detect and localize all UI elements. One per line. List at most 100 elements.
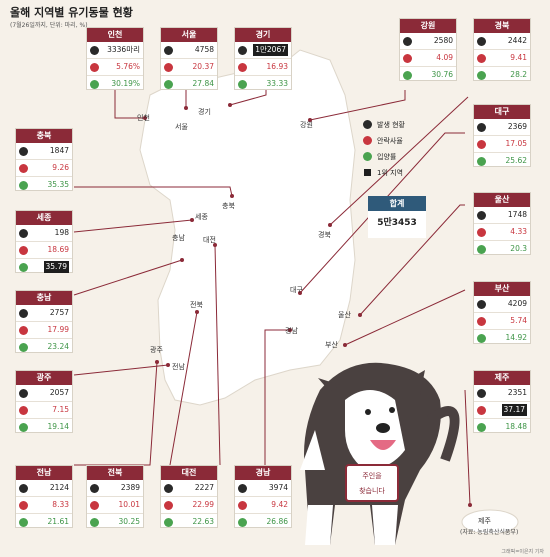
dog-icon <box>477 157 486 166</box>
region-adoption-row: 35.35 <box>16 177 72 193</box>
region-euthanasia-value: 10.01 <box>118 500 140 509</box>
region-adoption-value: 27.84 <box>192 79 214 88</box>
region-euthanasia-value: 17.05 <box>505 139 527 148</box>
region-adoption-row: 22.63 <box>161 514 217 530</box>
region-occurrence-value: 2580 <box>433 36 453 45</box>
map-label-chungbuk: 충북 <box>222 202 235 210</box>
region-euthanasia-row: 9.42 <box>235 497 291 514</box>
region-name: 울산 <box>474 193 530 207</box>
region-adoption-value: 26.86 <box>266 517 288 526</box>
region-euthanasia-value: 9.26 <box>52 163 69 172</box>
region-adoption-value: 35.79 <box>43 261 69 273</box>
region-name: 제주 <box>474 371 530 385</box>
region-occurrence-row: 2227 <box>161 480 217 497</box>
region-occurrence-row: 4758 <box>161 42 217 59</box>
region-name: 세종 <box>16 211 72 225</box>
page-title: 올해 지역별 유기동물 현황 <box>10 6 133 19</box>
dog-icon <box>238 501 247 510</box>
region-euthanasia-row: 7.15 <box>16 402 72 419</box>
region-euthanasia-row: 4.09 <box>400 50 456 67</box>
map-label-seoul: 서울 <box>175 123 188 131</box>
dog-icon <box>477 300 486 309</box>
region-card: 서울 4758 20.37 27.84 <box>160 27 218 90</box>
region-card: 경기 1만2067 16.93 33.33 <box>234 27 292 90</box>
region-occurrence-value: 2351 <box>507 388 527 397</box>
region-adoption-row: 30.25 <box>87 514 143 530</box>
dog-icon <box>238 46 247 55</box>
region-card: 경남 3974 9.42 26.86 <box>234 465 292 528</box>
region-adoption-value: 30.25 <box>118 517 140 526</box>
region-name: 광주 <box>16 371 72 385</box>
region-adoption-value: 22.63 <box>192 517 214 526</box>
dog-icon <box>90 484 99 493</box>
region-adoption-row: 26.86 <box>235 514 291 530</box>
region-card: 강원 2580 4.09 30.76 <box>399 18 457 81</box>
credit: 그래픽=이은지 기자 <box>501 549 544 555</box>
dog-icon <box>90 63 99 72</box>
map-label-incheon: 인천 <box>137 114 150 122</box>
dog-icon <box>477 389 486 398</box>
dog-icon <box>363 152 372 161</box>
dog-icon <box>477 54 486 63</box>
region-card: 대전 2227 22.99 22.63 <box>160 465 218 528</box>
region-euthanasia-row: 18.69 <box>16 242 72 259</box>
region-adoption-value: 30.19% <box>111 79 140 88</box>
dog-icon <box>164 518 173 527</box>
dog-icon <box>477 334 486 343</box>
dog-icon <box>403 37 412 46</box>
region-occurrence-value: 2057 <box>49 388 69 397</box>
region-adoption-row: 19.14 <box>16 419 72 435</box>
region-adoption-value: 14.92 <box>505 333 527 342</box>
region-euthanasia-value: 7.15 <box>52 405 69 414</box>
dog-icon <box>90 518 99 527</box>
dog-icon <box>403 71 412 80</box>
region-occurrence-row: 2369 <box>474 119 530 136</box>
region-adoption-row: 23.24 <box>16 339 72 355</box>
region-name: 전남 <box>16 466 72 480</box>
region-euthanasia-value: 17.99 <box>47 325 69 334</box>
region-occurrence-row: 4209 <box>474 296 530 313</box>
region-euthanasia-row: 20.37 <box>161 59 217 76</box>
map-label-gyeongnam: 경남 <box>285 327 298 335</box>
region-card: 전남 2124 8.33 21.61 <box>15 465 73 528</box>
region-euthanasia-row: 8.33 <box>16 497 72 514</box>
region-name: 경남 <box>235 466 291 480</box>
region-euthanasia-row: 17.05 <box>474 136 530 153</box>
region-adoption-row: 35.79 <box>16 259 72 275</box>
map-label-gangwon: 강원 <box>300 121 313 129</box>
dog-icon <box>403 54 412 63</box>
dog-icon <box>19 389 28 398</box>
region-card: 인천 3336마리 5.76% 30.19% <box>86 27 144 90</box>
region-name: 강원 <box>400 19 456 33</box>
region-occurrence-row: 198 <box>16 225 72 242</box>
dog-icon <box>477 406 486 415</box>
region-adoption-value: 21.61 <box>47 517 69 526</box>
region-occurrence-value: 2369 <box>507 122 527 131</box>
region-euthanasia-value: 9.42 <box>271 500 288 509</box>
map-label-gyeongbuk: 경북 <box>318 231 331 239</box>
region-euthanasia-value: 20.37 <box>192 62 214 71</box>
region-card: 광주 2057 7.15 19.14 <box>15 370 73 433</box>
region-occurrence-value: 4209 <box>507 299 527 308</box>
dog-icon <box>477 228 486 237</box>
dog-icon <box>19 326 28 335</box>
region-name: 대구 <box>474 105 530 119</box>
map-label-sejong: 세종 <box>195 213 208 221</box>
map-label-ulsan: 울산 <box>338 311 351 319</box>
region-adoption-value: 30.76 <box>431 70 453 79</box>
region-euthanasia-row: 17.99 <box>16 322 72 339</box>
region-name: 대전 <box>161 466 217 480</box>
region-euthanasia-row: 9.26 <box>16 160 72 177</box>
dog-icon <box>363 120 372 129</box>
map-label-daegu: 대구 <box>290 286 303 294</box>
dog-icon <box>238 518 247 527</box>
region-occurrence-value: 2227 <box>194 483 214 492</box>
region-name: 전북 <box>87 466 143 480</box>
region-euthanasia-value: 9.41 <box>510 53 527 62</box>
map-label-daejeon: 대전 <box>203 236 216 244</box>
region-card: 울산 1748 4.33 20.3 <box>473 192 531 255</box>
region-occurrence-row: 2757 <box>16 305 72 322</box>
dog-icon <box>477 317 486 326</box>
dog-icon <box>90 501 99 510</box>
